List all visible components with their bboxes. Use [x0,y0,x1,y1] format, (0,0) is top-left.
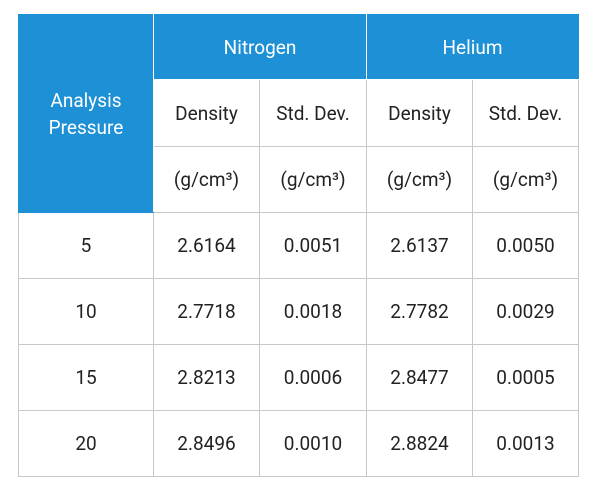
value-cell: 0.0006 [259,344,367,411]
table-row: 5 2.6164 0.0051 2.6137 0.0050 [18,212,580,279]
pressure-cell: 20 [18,410,154,477]
unit-label: (g/cm³) [259,146,367,213]
value-cell: 0.0018 [259,278,367,345]
value-cell: 2.8213 [153,344,260,411]
table-row: 15 2.8213 0.0006 2.8477 0.0005 [18,344,580,411]
table-row: 20 2.8496 0.0010 2.8824 0.0013 [18,410,580,477]
pressure-cell: 15 [18,344,154,411]
column-header: Std. Dev. [471,79,580,147]
value-cell: 2.8496 [153,410,260,477]
table-header: Analysis Pressure Nitrogen Helium Densit… [18,14,580,213]
value-cell: 0.0029 [471,278,580,345]
row-header-cell: Analysis Pressure [18,14,154,213]
column-row: Density Std. Dev. Density Std. Dev. [19,79,580,147]
group-header: Helium [365,14,580,80]
value-cell: 2.8824 [366,410,473,477]
pressure-cell: 5 [18,212,154,279]
unit-row: (g/cm³) (g/cm³) (g/cm³) (g/cm³) [19,146,580,213]
value-cell: 2.6164 [153,212,260,279]
unit-label: (g/cm³) [153,146,260,213]
value-cell: 0.0013 [471,410,580,477]
value-cell: 2.6137 [366,212,473,279]
data-table: Analysis Pressure Nitrogen Helium Densit… [18,14,580,477]
value-cell: 0.0050 [471,212,580,279]
unit-label: (g/cm³) [471,146,580,213]
table-body: 5 2.6164 0.0051 2.6137 0.0050 10 2.7718 0.0018 2… [18,212,580,477]
value-cell: 2.8477 [366,344,473,411]
column-header: Density [366,79,473,147]
column-header: Density [153,79,260,147]
pressure-cell: 10 [18,278,154,345]
group-header: Nitrogen [153,14,367,80]
column-header: Std. Dev. [259,79,367,147]
value-cell: 0.0010 [259,410,367,477]
value-cell: 2.7718 [153,278,260,345]
value-cell: 0.0051 [259,212,367,279]
table-row: 10 2.7718 0.0018 2.7782 0.0029 [18,278,580,345]
value-cell: 2.7782 [366,278,473,345]
unit-label: (g/cm³) [366,146,473,213]
value-cell: 0.0005 [471,344,580,411]
row-header: Analysis Pressure [48,88,124,139]
